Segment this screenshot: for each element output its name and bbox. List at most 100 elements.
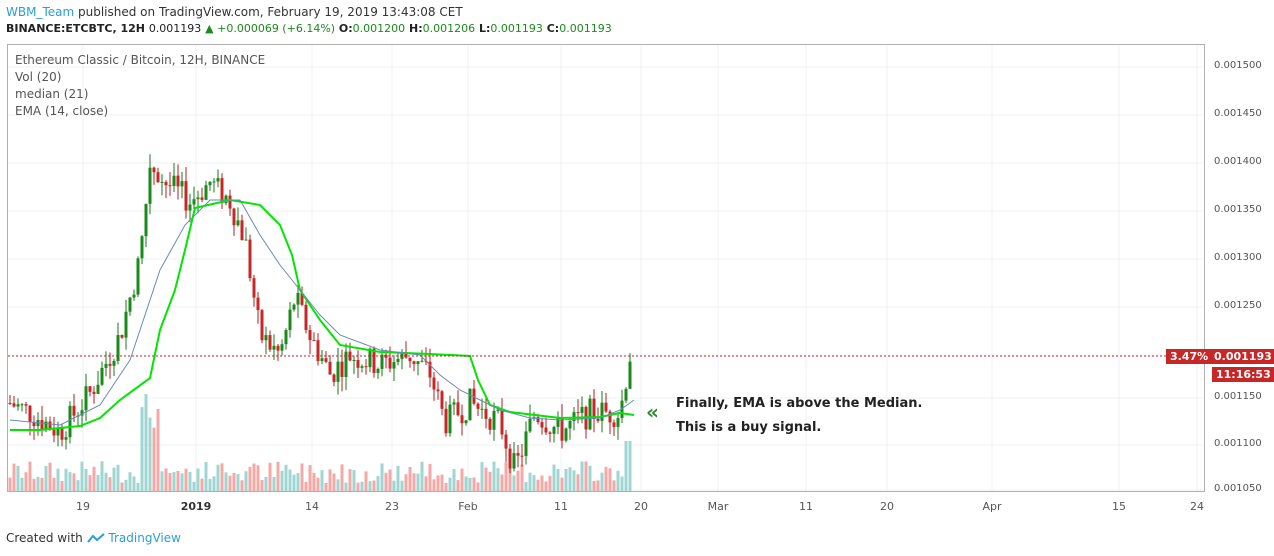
candle-body	[552, 426, 556, 434]
volume-bar	[104, 472, 108, 491]
candle-body	[32, 421, 36, 427]
legend-ema[interactable]: EMA (14, close)	[15, 104, 109, 118]
annotation-line-1: Finally, EMA is above the Median.	[676, 396, 923, 411]
candle-body	[184, 181, 188, 211]
candle-body	[176, 175, 180, 187]
candle-body	[180, 181, 184, 187]
candle-body	[560, 417, 564, 441]
tradingview-logo-icon	[86, 532, 105, 543]
candle-body	[204, 185, 208, 200]
candle-body	[608, 411, 612, 423]
candle-body	[160, 181, 164, 183]
legend-title: Ethereum Classic / Bitcoin, 12H, BINANCE	[15, 53, 266, 67]
annotation-line-2: This is a buy signal.	[676, 420, 822, 435]
volume-bar	[52, 477, 56, 491]
candle-body	[572, 412, 576, 421]
candle-body	[232, 208, 236, 226]
volume-bar	[12, 463, 16, 491]
candle-body	[236, 220, 240, 226]
volume-bar	[512, 475, 516, 491]
candle-body	[496, 409, 500, 411]
candle-body	[156, 172, 160, 183]
footer-created: Created with	[6, 531, 83, 545]
candle-body	[252, 278, 256, 298]
volume-bar	[412, 473, 416, 491]
volume-bar	[28, 461, 32, 491]
footer: Created with TradingView	[6, 531, 181, 545]
volume-bar	[432, 479, 436, 491]
volume-bar	[572, 470, 576, 491]
volume-bar	[620, 476, 624, 491]
legend-vol[interactable]: Vol (20)	[15, 70, 62, 84]
candle-body	[596, 418, 600, 421]
volume-bar	[480, 462, 484, 491]
footer-brand[interactable]: TradingView	[108, 531, 181, 545]
volume-bar	[580, 461, 584, 491]
candle-body	[556, 417, 560, 427]
volume-bar	[308, 465, 312, 491]
volume-bar	[164, 468, 168, 491]
candle-body	[292, 304, 296, 310]
candle-body	[520, 455, 524, 457]
candle-body	[260, 310, 264, 341]
volume-bar	[544, 481, 548, 491]
candlesticks	[8, 154, 632, 474]
candle-body	[332, 374, 336, 382]
median-line	[10, 198, 635, 431]
volume-bar	[172, 472, 176, 491]
volume-bar	[472, 477, 476, 491]
volume-bar	[228, 475, 232, 491]
candle-body	[408, 357, 412, 362]
candle-body	[328, 361, 332, 375]
volume-bar	[256, 465, 260, 491]
candle-body	[360, 366, 364, 368]
candle-body	[604, 402, 608, 412]
volume-bar	[600, 472, 604, 491]
author-link[interactable]: WBM_Team	[6, 5, 75, 19]
volume-bar	[288, 469, 292, 491]
candle-body	[128, 297, 132, 312]
volume-bar	[508, 464, 512, 491]
candle-body	[256, 297, 260, 311]
candle-body	[396, 358, 400, 363]
candle-body	[20, 404, 24, 406]
candle-body	[60, 427, 64, 440]
candle-body	[280, 344, 284, 351]
volume-bar	[340, 464, 344, 491]
volume-bar	[244, 471, 248, 491]
double-chevron-left-icon: «	[646, 400, 659, 424]
volume-bar	[468, 478, 472, 491]
candle-body	[416, 361, 420, 365]
volume-bar	[556, 469, 560, 491]
candle-body	[448, 404, 452, 434]
candle-body	[528, 418, 532, 432]
candle-body	[84, 386, 88, 411]
volume-bar	[376, 476, 380, 491]
volume-bar	[20, 477, 24, 491]
legend-median[interactable]: median (21)	[15, 87, 89, 101]
volume-bar	[616, 470, 620, 491]
candle-body	[616, 418, 620, 427]
volume-bar	[320, 470, 324, 491]
date-tick-label: 11	[799, 500, 813, 513]
date-tick-label: 14	[305, 500, 319, 513]
volume-bar	[148, 417, 152, 491]
volume-bar	[252, 463, 256, 491]
candle-body	[340, 361, 344, 377]
volume-bar	[440, 474, 444, 491]
volume-bar	[400, 480, 404, 491]
candle-body	[468, 388, 472, 421]
date-tick-label: 19	[76, 500, 90, 513]
candle-body	[52, 429, 56, 436]
candle-body	[568, 420, 572, 429]
volume-bar	[196, 468, 200, 491]
volume-bar	[60, 481, 64, 491]
volume-bar	[212, 476, 216, 491]
candle-body	[152, 167, 156, 173]
candle-body	[300, 292, 304, 305]
volume-bar	[140, 407, 144, 491]
low-label: L:	[478, 22, 491, 35]
volume-bar	[44, 465, 48, 491]
volume-bar	[280, 470, 284, 491]
